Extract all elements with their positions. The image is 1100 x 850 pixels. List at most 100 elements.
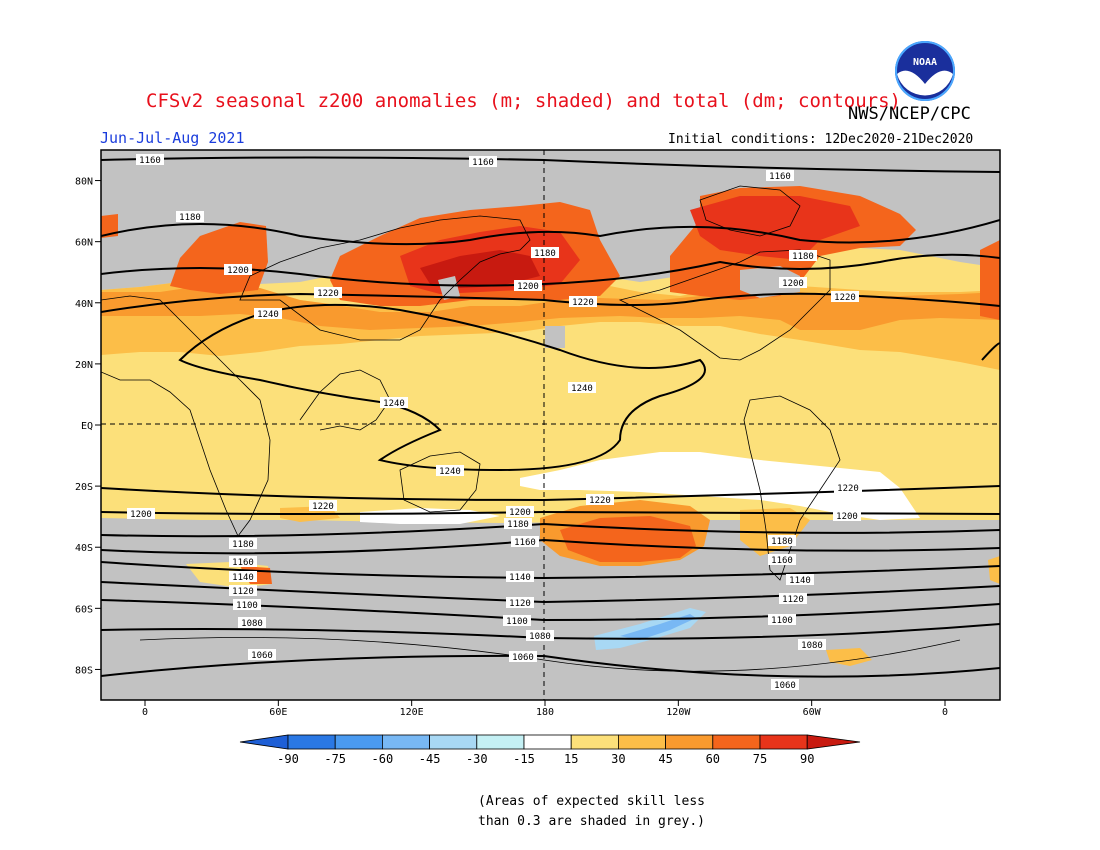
contour-label: 1180	[176, 211, 204, 223]
lat-label: 40N	[75, 299, 93, 310]
svg-text:1200: 1200	[836, 512, 858, 522]
svg-text:1100: 1100	[771, 616, 793, 626]
colorbar-box	[476, 734, 525, 750]
contour-label: 1160	[766, 170, 794, 182]
svg-text:1060: 1060	[512, 653, 534, 663]
contour-label: 1100	[233, 599, 261, 611]
colorbar-ticks: -90 -75 -60 -45 -30 -15 15 30 45 60 75 90	[277, 752, 814, 766]
lon-label: 180	[536, 707, 554, 718]
contour-label: 1220	[309, 500, 337, 512]
lon-label: 60E	[269, 707, 287, 718]
colorbar-box	[712, 734, 761, 750]
svg-text:1100: 1100	[506, 617, 528, 627]
lat-label: 80S	[75, 665, 93, 676]
svg-text:1240: 1240	[383, 399, 405, 409]
colorbar-tick-label: 15	[564, 752, 578, 766]
contour-label: 1180	[768, 535, 796, 547]
colorbar-box	[570, 734, 619, 750]
svg-text:1140: 1140	[789, 576, 811, 586]
contour-label: 1100	[768, 614, 796, 626]
svg-text:1120: 1120	[782, 595, 804, 605]
svg-text:1080: 1080	[801, 641, 823, 651]
contour-label: 1240	[568, 382, 596, 394]
lat-label: 20N	[75, 360, 93, 371]
contour-label: 1240	[254, 308, 282, 320]
lon-label: 0	[142, 707, 148, 718]
contour-label: 1220	[314, 287, 342, 299]
noaa-logo-icon: NOAA	[895, 41, 955, 101]
colorbar-box	[334, 734, 383, 750]
svg-text:1220: 1220	[589, 496, 611, 506]
svg-text:1220: 1220	[317, 289, 339, 299]
contour-label: 1080	[798, 639, 826, 651]
contour-label: 1200	[779, 277, 807, 289]
contour-label: 1080	[526, 630, 554, 642]
svg-text:1180: 1180	[232, 540, 254, 550]
svg-text:1200: 1200	[130, 510, 152, 520]
colorbar-tick-label: -75	[324, 752, 346, 766]
svg-text:1200: 1200	[782, 279, 804, 289]
svg-text:1220: 1220	[837, 484, 859, 494]
svg-text:1180: 1180	[507, 520, 529, 530]
svg-text:1200: 1200	[509, 508, 531, 518]
lat-label: 60N	[75, 238, 93, 249]
svg-text:1160: 1160	[769, 172, 791, 182]
svg-text:1200: 1200	[227, 266, 249, 276]
contour-label: 1200	[127, 508, 155, 520]
contour-label: 1160	[136, 154, 164, 166]
contour-label: 1060	[248, 649, 276, 661]
contour-label: 1160	[511, 536, 539, 548]
contour-label: 1140	[506, 571, 534, 583]
svg-text:1060: 1060	[774, 681, 796, 691]
colorbar-box	[523, 734, 572, 750]
colorbar-tick-label: -45	[419, 752, 441, 766]
colorbar-tick-label: -15	[513, 752, 535, 766]
contour-label: 1220	[569, 296, 597, 308]
agency-label: NWS/NCEP/CPC	[848, 104, 971, 124]
svg-text:1160: 1160	[771, 556, 793, 566]
lon-label: 120E	[400, 707, 424, 718]
longitude-labels: 0 60E 120E 180 120W 60W 0	[142, 700, 948, 718]
svg-text:1060: 1060	[251, 651, 273, 661]
svg-text:1240: 1240	[439, 467, 461, 477]
colorbar-tick-label: 60	[706, 752, 720, 766]
season-label: Jun-Jul-Aug 2021	[100, 129, 245, 147]
contour-label: 1180	[789, 250, 817, 262]
map-title: CFSv2 seasonal z200 anomalies (m; shaded…	[146, 90, 901, 112]
lat-label: 60S	[75, 604, 93, 615]
lon-label: 120W	[666, 707, 691, 718]
svg-text:1220: 1220	[312, 502, 334, 512]
contour-labels: 1160 1160 1160 1180 1180 1180 1200 1200 1200 1220…	[127, 154, 862, 691]
contour-label: 1200	[514, 280, 542, 292]
contour-label: 1180	[229, 538, 257, 550]
svg-text:1220: 1220	[572, 298, 594, 308]
contour-label: 1140	[786, 574, 814, 586]
svg-text:1080: 1080	[529, 632, 551, 642]
contour-label: 1100	[503, 615, 531, 627]
lat-label: 20S	[75, 482, 93, 493]
svg-text:1220: 1220	[834, 293, 856, 303]
svg-text:1080: 1080	[241, 619, 263, 629]
svg-text:1140: 1140	[509, 573, 531, 583]
initial-conditions-label: Initial conditions: 12Dec2020-21Dec2020	[668, 132, 974, 147]
contour-label: 1080	[238, 617, 266, 629]
svg-text:1240: 1240	[571, 384, 593, 394]
skill-footnote: (Areas of expected skill less than 0.3 a…	[478, 792, 705, 832]
colorbar-boxes	[239, 734, 861, 750]
svg-text:1180: 1180	[771, 537, 793, 547]
svg-text:1160: 1160	[139, 156, 161, 166]
contour-label: 1240	[436, 465, 464, 477]
contour-label: 1120	[779, 593, 807, 605]
latitude-labels: 80N 60N 40N 20N EQ 20S 40S 60S 80S	[75, 177, 101, 676]
contour-label: 1160	[469, 156, 497, 168]
colorbar-box	[618, 734, 667, 750]
contour-label: 1180	[504, 518, 532, 530]
colorbar-box	[381, 734, 430, 750]
coastlines	[101, 185, 961, 672]
colorbar-tick-label: 90	[800, 752, 814, 766]
colorbar-tick-label: -60	[372, 752, 394, 766]
contour-label: 1120	[506, 597, 534, 609]
svg-text:1120: 1120	[232, 587, 254, 597]
